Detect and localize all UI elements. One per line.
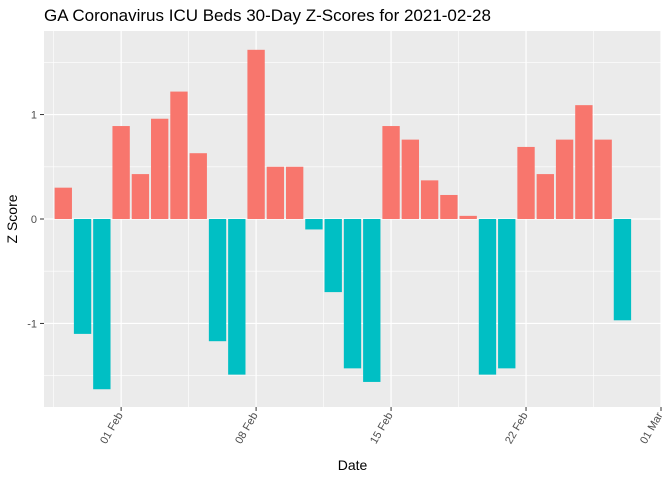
y-tick-label: 0: [31, 214, 37, 226]
bar-2021-02-15: [382, 126, 400, 219]
x-axis-label: Date: [338, 457, 368, 473]
bar-2021-02-06: [208, 219, 227, 342]
bar-2021-02-17: [420, 180, 439, 219]
x-tick-label: 22 Feb: [503, 411, 531, 447]
bar-2021-02-27: [613, 219, 632, 321]
bar-2021-02-13: [343, 219, 362, 369]
x-tick-label: 01 Feb: [98, 411, 126, 447]
bar-2021-02-07: [228, 219, 246, 375]
bar-2021-02-01: [112, 126, 130, 219]
bar-2021-02-19: [459, 215, 477, 219]
bars: [54, 49, 632, 390]
bar-2021-02-14: [363, 219, 381, 382]
bar-2021-01-30: [73, 219, 92, 334]
bar-2021-02-05: [189, 153, 207, 219]
bar-2021-02-08: [247, 49, 265, 219]
x-tick-label: 15 Feb: [368, 411, 396, 447]
chart-title: GA Coronavirus ICU Beds 30-Day Z-Scores …: [44, 6, 491, 25]
bar-2021-02-03: [151, 118, 169, 219]
bar-2021-02-23: [536, 174, 554, 219]
bar-2021-02-11: [305, 219, 323, 230]
bar-2021-02-02: [131, 174, 150, 219]
y-tick-label: 1: [31, 110, 37, 122]
y-tick-label: -1: [27, 318, 37, 330]
bar-2021-02-20: [478, 219, 497, 375]
bar-2021-02-09: [266, 166, 285, 219]
x-tick-label: 01 Mar: [638, 410, 666, 446]
y-axis-label: Z Score: [4, 194, 20, 243]
x-axis: 01 Feb 08 Feb 15 Feb 22 Feb 01 Mar: [98, 407, 666, 446]
bar-2021-02-12: [324, 219, 342, 293]
bar-2021-02-04: [170, 91, 188, 219]
bar-2021-02-16: [401, 139, 420, 219]
bar-2021-01-29: [54, 187, 72, 219]
bar-2021-02-21: [498, 219, 516, 369]
y-axis: -1 0 1: [27, 110, 44, 330]
bar-2021-02-25: [575, 105, 593, 219]
bar-2021-01-31: [93, 219, 111, 390]
bar-2021-02-26: [594, 139, 612, 219]
x-tick-label: 08 Feb: [233, 411, 261, 447]
bar-2021-02-18: [440, 194, 458, 219]
bar-2021-02-24: [555, 139, 574, 219]
bar-2021-02-10: [285, 166, 304, 219]
bar-2021-02-22: [517, 146, 535, 219]
